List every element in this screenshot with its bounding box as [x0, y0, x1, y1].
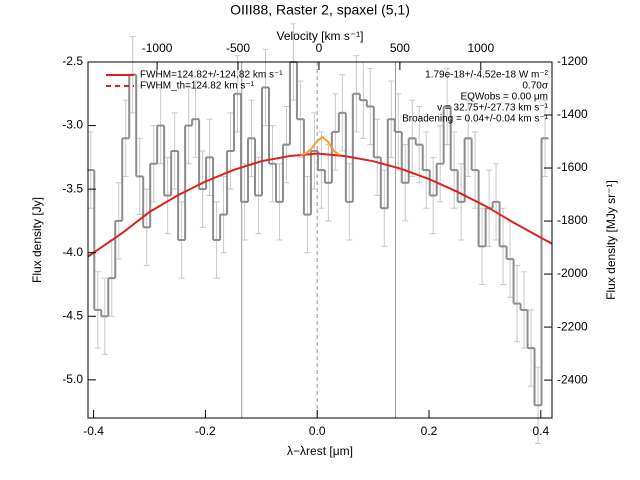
x2-tick-label: -500	[226, 41, 250, 55]
y-tick-label: -3.5	[62, 181, 83, 195]
fit-line	[300, 135, 341, 156]
y-tick-label: -2.5	[62, 54, 83, 68]
x-tick-label: -0.4	[83, 424, 104, 438]
chart-title: OIII88, Raster 2, spaxel (5,1)	[230, 2, 410, 18]
annotation: 1.79e-18+/-4.52e-18 W m⁻²	[425, 70, 549, 81]
y2-tick-label: -2200	[557, 319, 588, 333]
y-axis-label: Flux density [Jy]	[30, 197, 44, 283]
x2-axis-label: Velocity [km s⁻¹]	[276, 29, 363, 43]
annotation: 0.70σ	[522, 81, 548, 92]
y2-axis-label: Flux density [MJy sr⁻¹]	[604, 180, 618, 300]
x2-tick-label: 1000	[467, 41, 494, 55]
fit-line	[87, 152, 553, 258]
annotation: v = 32.75+/-27.73 km s⁻¹	[437, 103, 549, 114]
annotation: Broadening = 0.04+/-0.04 km s⁻¹	[402, 114, 549, 125]
y-tick-label: -4.0	[62, 245, 83, 259]
y2-tick-label: -1200	[557, 54, 588, 68]
x-tick-label: 0.2	[421, 424, 438, 438]
plot-frame	[87, 61, 553, 419]
x2-tick-label: -1000	[142, 41, 173, 55]
annotation: EQWobs = 0.00 μm	[460, 92, 548, 103]
y2-tick-label: -1800	[557, 213, 588, 227]
y-tick-label: -3.0	[62, 118, 83, 132]
y2-tick-label: -2400	[557, 372, 588, 386]
y-tick-label: -5.0	[62, 372, 83, 386]
x2-tick-label: 0	[316, 41, 323, 55]
y-tick-label: -4.5	[62, 308, 83, 322]
legend-label: FWHM_th=124.82 km s⁻¹	[140, 81, 255, 92]
x2-tick-label: 500	[390, 41, 410, 55]
y2-tick-label: -2000	[557, 266, 588, 280]
x-axis-label: λ−λrest [μm]	[287, 444, 353, 458]
y2-tick-label: -1600	[557, 160, 588, 174]
x-tick-label: 0.0	[309, 424, 326, 438]
y2-tick-label: -1400	[557, 107, 588, 121]
x-tick-label: -0.2	[195, 424, 216, 438]
x-tick-label: 0.4	[532, 424, 549, 438]
legend-label: FWHM=124.82+/-124.82 km s⁻¹	[140, 70, 283, 81]
